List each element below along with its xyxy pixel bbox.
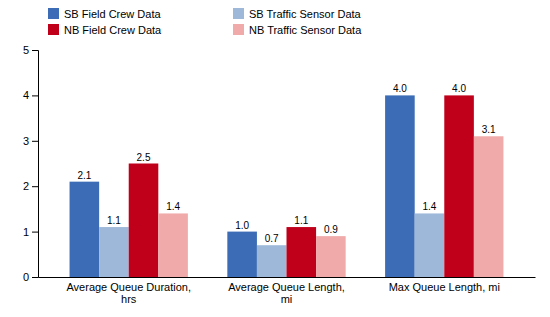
y-tick-mark xyxy=(32,50,38,51)
legend: SB Field Crew Data SB Traffic Sensor Data… xyxy=(48,8,362,36)
data-label: 1.1 xyxy=(294,215,308,226)
bar xyxy=(287,227,317,277)
y-tick: 0 xyxy=(23,271,38,283)
data-label: 1.4 xyxy=(166,201,180,212)
legend-swatch xyxy=(233,8,244,19)
data-label: 1.1 xyxy=(107,215,121,226)
x-tick-label: Max Queue Length, mi xyxy=(389,281,500,293)
y-tick-label: 5 xyxy=(23,44,29,56)
y-tick-label: 0 xyxy=(23,271,29,283)
y-axis-line xyxy=(32,51,39,278)
chart: 012345Average Queue Duration,hrsAverage … xyxy=(0,0,550,317)
legend-swatch xyxy=(48,24,59,35)
series xyxy=(129,95,474,277)
series xyxy=(70,95,415,277)
x-tick-label-line: Average Queue Length, xyxy=(228,281,345,293)
series xyxy=(158,136,503,277)
legend-label: SB Traffic Sensor Data xyxy=(249,8,362,20)
x-axis-line xyxy=(39,277,536,278)
y-tick: 2 xyxy=(23,180,38,192)
x-tick: Average Queue Duration,hrs xyxy=(66,277,191,305)
bar xyxy=(444,95,474,277)
y-tick: 5 xyxy=(23,44,38,56)
legend-label: NB Field Crew Data xyxy=(64,24,162,36)
y-tick-mark xyxy=(32,232,38,233)
y-tick-mark xyxy=(32,141,38,142)
bar xyxy=(99,227,129,277)
bar xyxy=(129,164,159,278)
data-label: 3.1 xyxy=(482,124,496,135)
bar xyxy=(257,245,287,277)
y-tick-label: 3 xyxy=(23,135,29,147)
y-tick-label: 4 xyxy=(23,89,29,101)
x-tick-label: Average Queue Length,mi xyxy=(228,281,345,306)
data-label: 1.4 xyxy=(423,201,437,212)
y-tick-mark xyxy=(32,95,38,96)
bar xyxy=(227,232,257,277)
legend-label: NB Traffic Sensor Data xyxy=(249,24,362,36)
bar xyxy=(316,236,346,277)
data-label: 4.0 xyxy=(452,83,466,94)
y-tick: 4 xyxy=(23,89,38,101)
data-label: 2.5 xyxy=(137,152,151,163)
y-tick-mark xyxy=(32,277,38,278)
bars xyxy=(70,95,504,277)
legend-item: SB Traffic Sensor Data xyxy=(233,8,362,20)
data-label: 1.0 xyxy=(235,220,249,231)
data-label: 2.1 xyxy=(77,170,91,181)
legend-swatch xyxy=(48,8,59,19)
y-tick-mark xyxy=(32,186,38,187)
bar xyxy=(70,182,100,277)
bar xyxy=(415,213,445,277)
legend-item: SB Field Crew Data xyxy=(48,8,161,20)
x-tick-label-line: Average Queue Duration, xyxy=(66,281,191,293)
x-tick-label-line: mi xyxy=(281,293,293,305)
data-label: 0.9 xyxy=(324,224,338,235)
x-tick: Max Queue Length, mi xyxy=(389,277,500,293)
y-axis: 0 1 2 3 4 5 xyxy=(23,44,39,283)
y-tick: 1 xyxy=(23,226,38,238)
plot-area: 012345Average Queue Duration,hrsAverage … xyxy=(23,44,536,305)
bar xyxy=(385,95,415,277)
data-label: 4.0 xyxy=(393,83,407,94)
x-tick-label: Average Queue Duration,hrs xyxy=(66,281,191,306)
x-tick: Average Queue Length,mi xyxy=(228,277,345,305)
data-label: 0.7 xyxy=(265,233,279,244)
x-axis: Average Queue Duration,hrsAverage Queue … xyxy=(39,277,536,305)
legend-label: SB Field Crew Data xyxy=(64,8,161,20)
x-tick-label-line: hrs xyxy=(121,293,137,305)
y-tick-label: 2 xyxy=(23,180,29,192)
x-tick-label-line: Max Queue Length, mi xyxy=(389,281,500,293)
legend-item: NB Traffic Sensor Data xyxy=(233,24,362,36)
legend-item: NB Field Crew Data xyxy=(48,24,162,36)
y-tick: 3 xyxy=(23,135,38,147)
bar xyxy=(158,213,188,277)
legend-swatch xyxy=(233,24,244,35)
bar xyxy=(474,136,504,277)
y-tick-label: 1 xyxy=(23,226,29,238)
data-labels: 2.1 1.0 4.0 1.1 0.7 1.4 2.5 1.1 4.0 1.4 0.9 3.1 xyxy=(77,83,496,244)
